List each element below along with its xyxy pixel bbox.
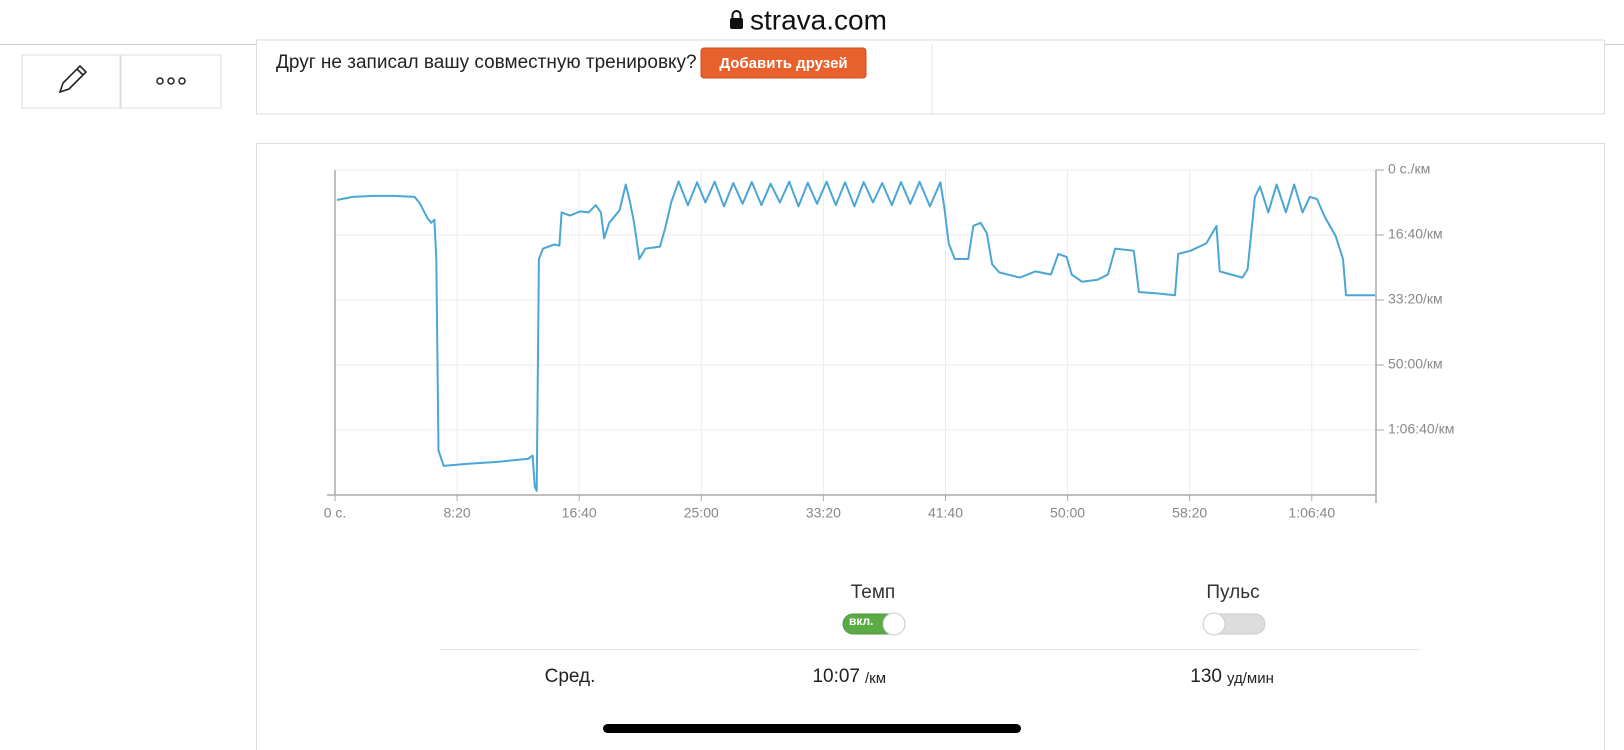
x-tick-label: 0 с. [324, 505, 347, 521]
chart-panel [256, 143, 1605, 750]
x-tick-label: 8:20 [443, 505, 470, 521]
home-indicator [603, 724, 1021, 733]
pace-line [336, 180, 1375, 492]
toggle-label: Темп [851, 582, 895, 603]
x-tick-label: 33:20 [806, 505, 841, 521]
toggle-label: Пульс [1206, 582, 1259, 603]
lock-icon [730, 10, 743, 29]
avg-pace-unit: /км [865, 670, 886, 687]
y-tick-label: 1:06:40/км [1388, 421, 1454, 437]
url[interactable]: strava.com [750, 4, 887, 35]
edit-button[interactable] [21, 54, 121, 109]
toggle-state: вкл. [849, 614, 874, 628]
x-tick-label: 1:06:40 [1288, 505, 1335, 521]
prompt-text: Друг не записал вашу совместную трениров… [276, 52, 697, 73]
x-tick-label: 25:00 [684, 505, 719, 521]
y-tick-label: 0 с./км [1388, 161, 1430, 177]
add-friends-button[interactable] [700, 47, 867, 79]
flyby-panel [256, 39, 1605, 115]
more-button[interactable] [120, 54, 222, 109]
x-tick-label: 41:40 [928, 505, 963, 521]
address-bar [0, 0, 1624, 44]
add-friends-label[interactable]: Добавить друзей [719, 55, 847, 72]
avg-pace: 10:07 [812, 666, 860, 687]
y-tick-label: 33:20/км [1388, 291, 1443, 307]
pencil-icon [58, 64, 88, 94]
pace-chart: 0 с. 8:20 16:40 25:00 33:20 41:40 50:00 58:20 1:… [324, 161, 1455, 521]
y-tick-label: 16:40/км [1388, 226, 1443, 242]
x-tick-label: 50:00 [1050, 505, 1085, 521]
x-tick-label: 16:40 [562, 505, 597, 521]
toggles: Темп вкл. Пульс [842, 582, 1266, 636]
more-icon [156, 77, 186, 85]
toggle-knob[interactable] [882, 612, 906, 636]
x-tick-label: 58:20 [1172, 505, 1207, 521]
toggle-knob[interactable] [1202, 612, 1226, 636]
avg-heart-rate-unit: уд/мин [1227, 670, 1274, 687]
avg-heart-rate: 130 [1190, 666, 1222, 687]
summary-label: Сред. [545, 666, 596, 687]
y-tick-label: 50:00/км [1388, 356, 1443, 372]
